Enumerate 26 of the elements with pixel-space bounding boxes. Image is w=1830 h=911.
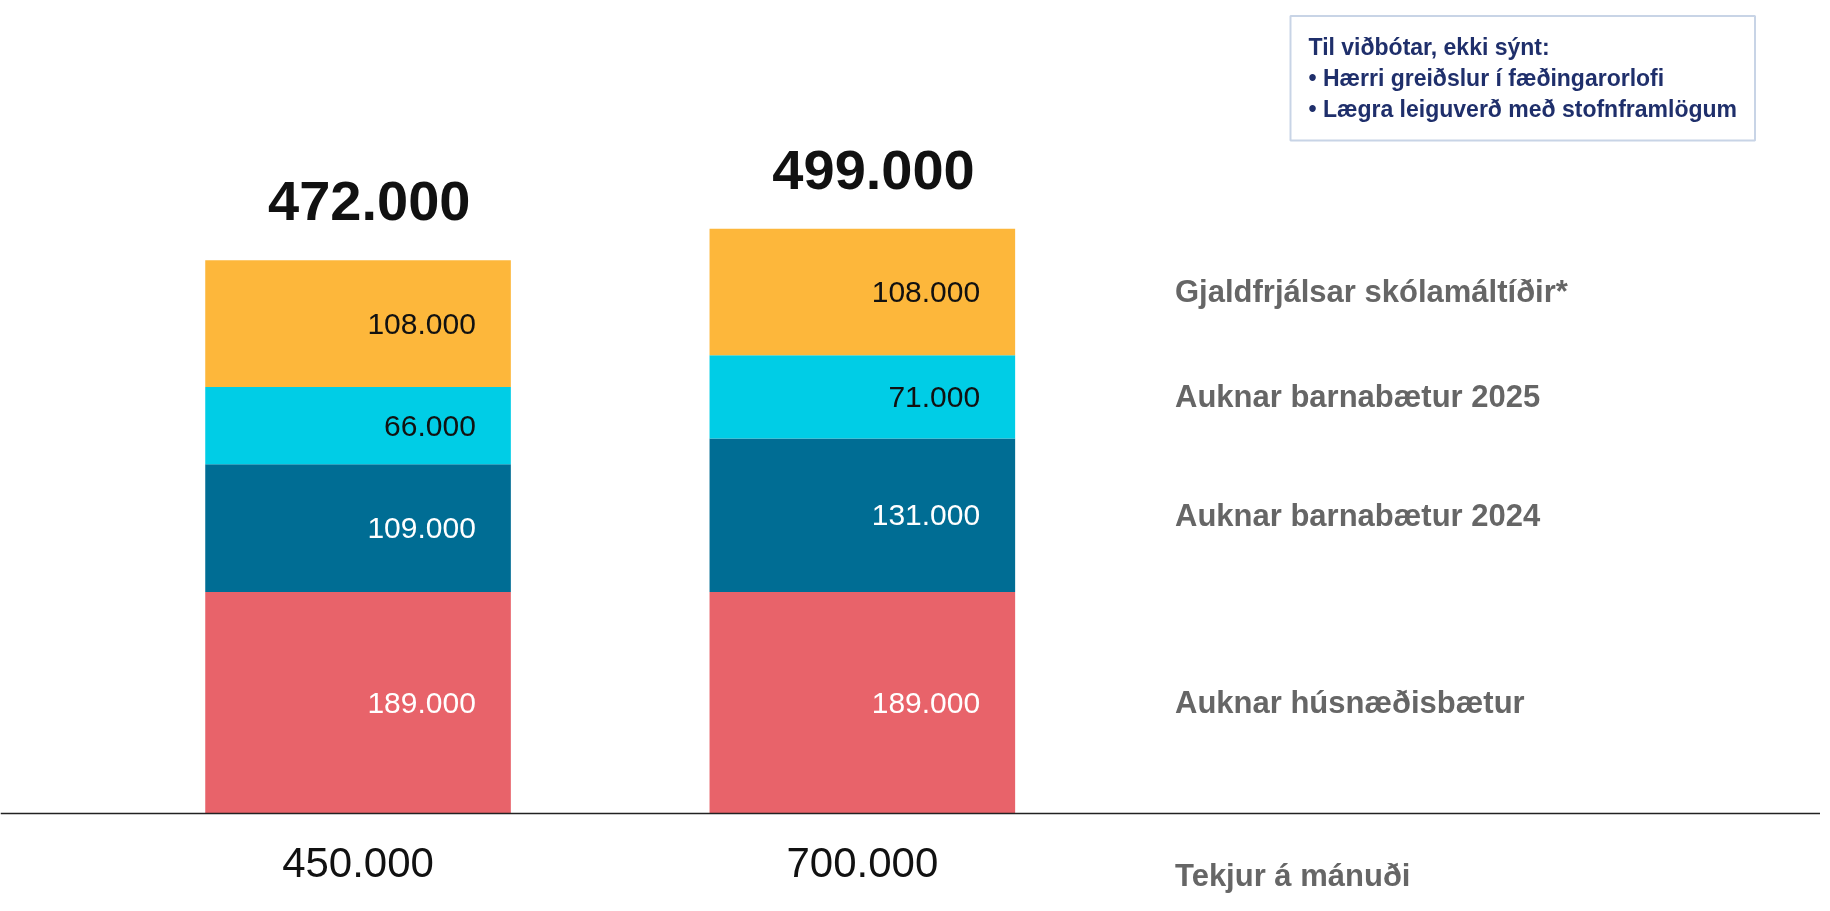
text: Auknar barnabætur 2024 — [1175, 497, 1541, 533]
text: Auknar barnabætur 2025 — [1175, 379, 1541, 415]
bar — [709, 228, 1016, 356]
bar — [709, 355, 1016, 439]
data-label: 66.000 — [384, 408, 476, 442]
text: Til viðbótar, ekki sýnt: • Hærri greiðslur í fæðingarorlofi • Lægra leiguverð með stofnframlögum — [1308, 34, 1737, 123]
text: Auknar húsnæðisbætur — [1175, 685, 1525, 721]
total-label: 499.000 — [772, 137, 975, 201]
bar — [709, 592, 1016, 814]
data-label: 189.000 — [871, 685, 981, 719]
data-label: 109.000 — [367, 511, 476, 545]
bar — [205, 464, 511, 593]
bar — [205, 386, 511, 465]
data-label: 108.000 — [871, 274, 981, 308]
data-label: 108.000 — [367, 306, 476, 340]
x-tick-label: 450.000 — [282, 838, 434, 886]
data-label: 131.000 — [871, 498, 981, 532]
x-tick-label: 700.000 — [786, 838, 939, 886]
text: Gjaldfrjálsar skólamáltíðir* — [1175, 274, 1569, 310]
data-label: 189.000 — [367, 685, 476, 719]
bar — [709, 438, 1016, 593]
total-label: 472.000 — [268, 169, 471, 233]
bar — [205, 260, 511, 387]
data-label: 71.000 — [888, 379, 981, 413]
bar — [205, 592, 511, 814]
x-axis-title: Tekjur á mánuði — [1175, 858, 1411, 894]
